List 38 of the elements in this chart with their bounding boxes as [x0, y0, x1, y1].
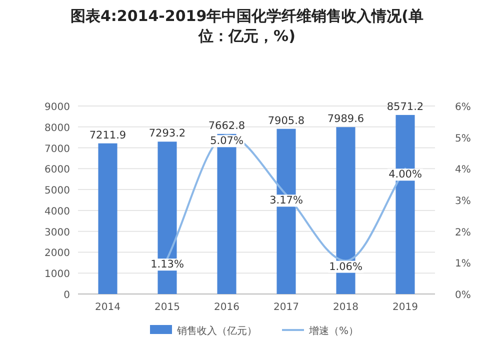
y-tick-label: 1000	[44, 269, 70, 280]
data-label: 7989.6	[327, 113, 364, 126]
y-tick-label: 6000	[44, 164, 70, 176]
x-tick-label: 2015	[154, 302, 180, 313]
y-tick-label: 7000	[44, 144, 70, 155]
legend-label: 增速（%）	[308, 325, 359, 337]
bar	[98, 143, 118, 294]
data-label: 7293.2	[148, 128, 186, 140]
x-tick-label: 2019	[392, 302, 418, 313]
x-tick-label: 2017	[274, 302, 299, 313]
data-label: 1.06%	[329, 260, 362, 273]
x-tick-label: 2016	[214, 302, 240, 313]
data-label: 5.07%	[210, 135, 244, 148]
y-tick-label: 0	[64, 290, 70, 301]
y-tick-label: 4000	[44, 206, 70, 218]
y2-tick-label: 2%	[455, 227, 471, 238]
chart-title: 图表4:2014-2019年中国化学纤维销售收入情况(单位：亿元，%)	[69, 6, 424, 46]
y-tick-label: 2000	[44, 248, 70, 260]
y-tick-label: 3000	[44, 227, 70, 238]
y2-tick-label: 1%	[455, 258, 471, 270]
x-tick-label: 2018	[333, 302, 358, 313]
data-label: 8571.2	[386, 100, 424, 113]
y2-tick-label: 3%	[455, 196, 471, 207]
y2-tick-label: 4%	[455, 164, 471, 176]
y2-tick-label: 0%	[455, 290, 471, 301]
x-tick-label: 2014	[95, 302, 120, 313]
y2-tick-label: 5%	[455, 133, 471, 144]
data-label: 7662.8	[208, 120, 246, 132]
y-tick-label: 8000	[44, 122, 70, 134]
y2-tick-label: 6%	[455, 102, 471, 113]
y-tick-label: 5000	[44, 186, 70, 197]
data-label: 4.00%	[388, 168, 422, 181]
legend-label: 销售收入（亿元）	[176, 325, 257, 337]
data-label: 7211.9	[89, 129, 126, 142]
data-label: 3.17%	[270, 194, 303, 207]
y-tick-label: 9000	[44, 102, 70, 113]
data-label: 1.13%	[150, 258, 184, 271]
data-label: 7905.8	[268, 114, 305, 127]
